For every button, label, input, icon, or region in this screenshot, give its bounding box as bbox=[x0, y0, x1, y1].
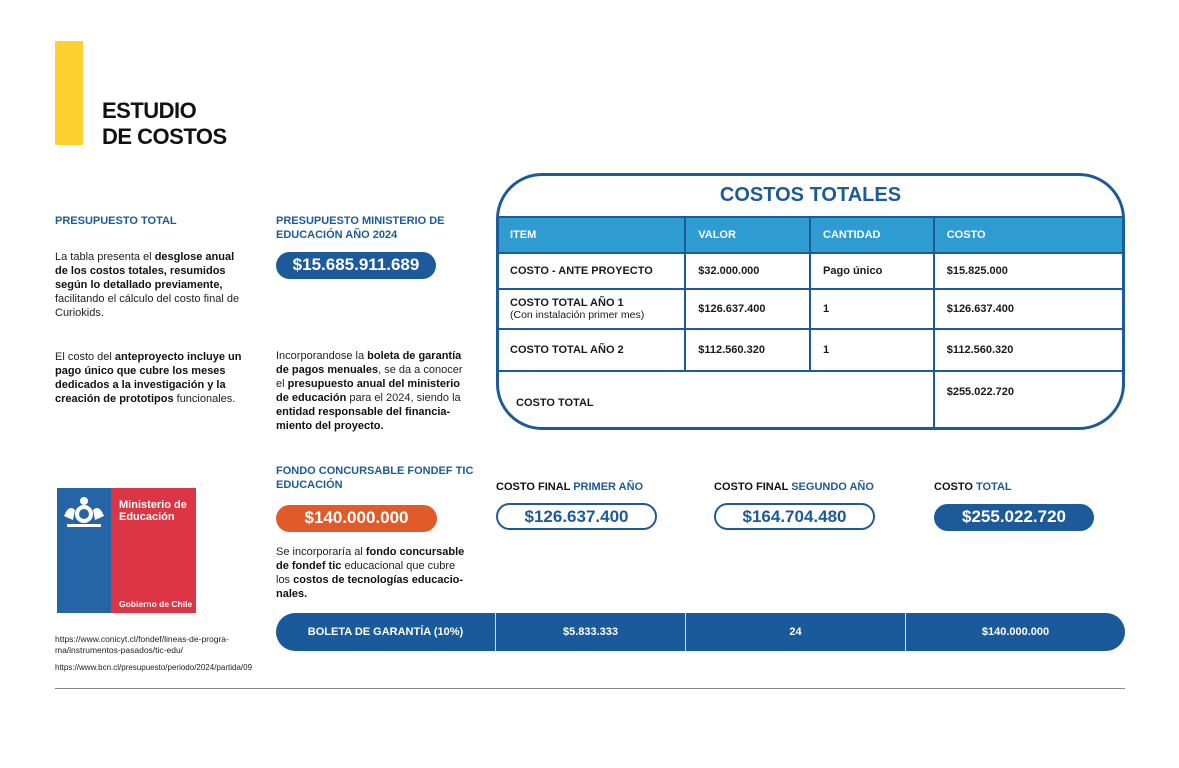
cell-costo: $126.637.400 bbox=[932, 288, 1122, 330]
logo-name-line-2: Educación bbox=[119, 511, 175, 523]
text: para el 2024, siendo la bbox=[346, 392, 461, 404]
anteproyecto-text: El costo del anteproyecto incluye un pag… bbox=[55, 350, 250, 406]
cell-valor: $32.000.000 bbox=[684, 252, 812, 290]
boleta-cantidad: 24 bbox=[686, 613, 906, 651]
cell-costo: $112.560.320 bbox=[932, 328, 1122, 372]
yellow-accent-bar bbox=[55, 41, 83, 145]
logo-name: Ministerio de Educación bbox=[119, 499, 187, 523]
cell-costo: $15.825.000 bbox=[932, 252, 1122, 290]
costos-totales-title: COSTOS TOTALES bbox=[719, 184, 902, 206]
cell-item: COSTO - ANTE PROYECTO bbox=[499, 252, 687, 290]
source-link-2[interactable]: https://www.bcn.cl/presupuesto/periodo/2… bbox=[55, 663, 253, 672]
bold-text: presupuesto anual del ministerio de educ… bbox=[276, 378, 460, 404]
text: El costo del bbox=[55, 351, 115, 363]
label-text: COSTO FINAL bbox=[496, 481, 571, 493]
bold-text: entidad responsable del financia-miento … bbox=[276, 406, 451, 432]
boleta-label: BOLETA DE GARANTÍA (10%) bbox=[276, 613, 496, 651]
fondo-heading: FONDO CONCURSABLE FONDEF TIC EDUCACIÓN bbox=[276, 465, 474, 491]
presupuesto-total-text: La tabla presenta el desglose anual de l… bbox=[55, 250, 250, 320]
costo-final-primer-label: COSTO FINAL PRIMER AÑO bbox=[496, 481, 643, 493]
bold-text: fondo concursable de fondef tic bbox=[276, 546, 465, 572]
table-row: COSTO - ANTE PROYECTO $32.000.000 Pago ú… bbox=[499, 252, 1122, 290]
col-header-valor: VALOR bbox=[684, 216, 812, 254]
logo-red-panel: Ministerio de Educación Gobierno de Chil… bbox=[111, 488, 196, 613]
cell-cantidad: 1 bbox=[809, 288, 935, 330]
cell-valor: $112.560.320 bbox=[684, 328, 812, 372]
text: , se da a conocer el bbox=[276, 364, 463, 390]
costos-totales-table-box: COSTOS TOTALES ITEM VALOR CANTIDAD COSTO… bbox=[496, 173, 1125, 430]
text: La tabla presenta el bbox=[55, 251, 155, 263]
bold-text: anteproyecto incluye un pago único que c… bbox=[55, 351, 242, 405]
title-line-2: DE COSTOS bbox=[102, 124, 227, 149]
page-title: ESTUDIO DE COSTOS bbox=[102, 98, 227, 150]
bold-text: desglose anual de los costos totales, re… bbox=[55, 251, 235, 291]
ministerio-heading: PRESUPUESTO MINISTERIO DE EDUCACIÓN AÑO … bbox=[276, 215, 445, 241]
col-header-costo: COSTO bbox=[932, 216, 1122, 254]
costo-final-segundo-pill: $164.704.480 bbox=[714, 503, 875, 530]
cell-item: COSTO TOTAL AÑO 2 bbox=[499, 328, 687, 372]
text: educacional que cubre los bbox=[276, 560, 456, 586]
bold-text: boleta de garantía de pagos menuales bbox=[276, 350, 462, 376]
ministerio-logo: Ministerio de Educación Gobierno de Chil… bbox=[57, 488, 196, 613]
col-header-cantidad: CANTIDAD bbox=[809, 216, 935, 254]
label-highlight: TOTAL bbox=[975, 481, 1012, 493]
text: funcionales. bbox=[173, 393, 236, 405]
logo-name-line-1: Ministerio de bbox=[119, 499, 187, 511]
fondo-text: Se incorporaría al fondo concursable de … bbox=[276, 545, 466, 601]
boleta-garantia-bar: BOLETA DE GARANTÍA (10%) $5.833.333 24 $… bbox=[276, 613, 1125, 651]
cell-total-value: $255.022.720 bbox=[932, 370, 1122, 427]
costo-total-pill: $255.022.720 bbox=[934, 504, 1094, 531]
presupuesto-total-heading: PRESUPUESTO TOTAL bbox=[55, 215, 177, 227]
table-total-row: COSTO TOTAL $255.022.720 bbox=[499, 370, 1122, 427]
label-text: COSTO FINAL bbox=[714, 481, 789, 493]
label-highlight: PRIMER AÑO bbox=[573, 481, 644, 493]
source-link-1[interactable]: https://www.conicyt.cl/fondef/lineas-de-… bbox=[55, 634, 229, 655]
costo-final-primer-pill: $126.637.400 bbox=[496, 503, 657, 530]
cell-cantidad: 1 bbox=[809, 328, 935, 372]
text: facilitando el cálculo del costo final d… bbox=[55, 293, 240, 319]
table-row: COSTO TOTAL AÑO 2 $112.560.320 1 $112.56… bbox=[499, 328, 1122, 372]
label-text: COSTO bbox=[934, 481, 973, 493]
ministerio-amount-pill: $15.685.911.689 bbox=[276, 252, 436, 279]
bottom-divider bbox=[55, 688, 1125, 689]
text: Incorporandose la bbox=[276, 350, 368, 362]
boleta-total: $140.000.000 bbox=[981, 626, 1050, 638]
boleta-valor: $5.833.333 bbox=[496, 613, 686, 651]
costo-final-segundo-label: COSTO FINAL SEGUNDO AÑO bbox=[714, 481, 874, 493]
logo-blue-panel bbox=[57, 488, 111, 613]
coat-of-arms-icon bbox=[64, 497, 104, 527]
bold-text: costos de tecnologías educacio-nales. bbox=[276, 574, 464, 600]
col-header-item: ITEM bbox=[499, 216, 687, 254]
table-header-row: ITEM VALOR CANTIDAD COSTO bbox=[499, 216, 1122, 254]
fondo-amount-pill: $140.000.000 bbox=[276, 505, 437, 532]
text: Se incorporaría al bbox=[276, 546, 366, 558]
cell-item: COSTO TOTAL AÑO 1 (Con instalación primer… bbox=[499, 288, 687, 330]
cell-item-label: COSTO TOTAL AÑO 1 bbox=[510, 297, 624, 309]
logo-footer: Gobierno de Chile bbox=[119, 599, 193, 609]
table-row: COSTO TOTAL AÑO 1 (Con instalación primer… bbox=[499, 288, 1122, 330]
title-line-1: ESTUDIO bbox=[102, 98, 197, 123]
costo-total-label: COSTO TOTAL bbox=[934, 481, 1012, 493]
label-highlight: SEGUNDO AÑO bbox=[791, 481, 874, 493]
ministerio-text: Incorporandose la boleta de garantía de … bbox=[276, 349, 471, 433]
cell-valor: $126.637.400 bbox=[684, 288, 812, 330]
costos-totales-table: ITEM VALOR CANTIDAD COSTO COSTO - ANTE P… bbox=[499, 216, 1122, 427]
cell-item-sub: (Con instalación primer mes) bbox=[510, 309, 645, 321]
cell-cantidad: Pago único bbox=[809, 252, 935, 290]
cell-total-label: COSTO TOTAL bbox=[499, 370, 935, 427]
